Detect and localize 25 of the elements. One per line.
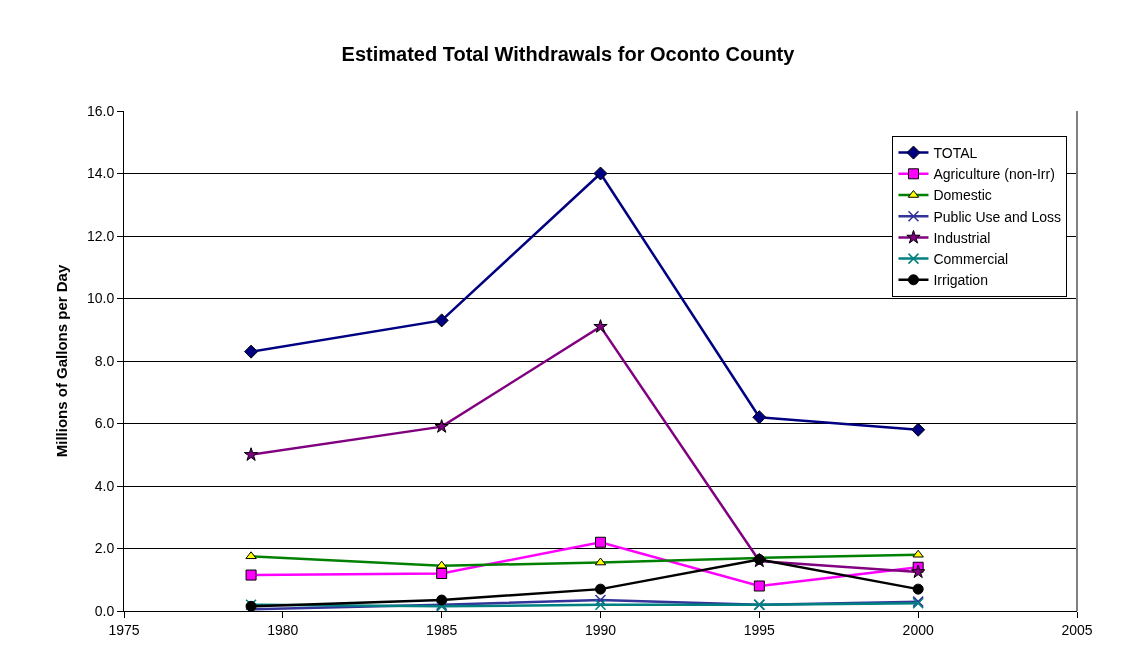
x-tick-label: 2005 [1061, 621, 1093, 638]
y-tick-label: 8.0 [94, 352, 115, 369]
legend-label: Agriculture (non-Irr) [933, 166, 1055, 183]
y-tick-label: 0.0 [94, 602, 115, 619]
x-tick-label: 1975 [108, 621, 140, 638]
x-tick-label: 1995 [743, 621, 776, 638]
y-tick-label: 2.0 [94, 540, 115, 557]
x-tick-label: 1990 [584, 621, 617, 638]
y-tick-label: 4.0 [94, 477, 115, 494]
legend-label: Irrigation [933, 272, 988, 289]
y-tick-label: 16.0 [86, 102, 115, 119]
chart-title: Estimated Total Withdrawals for Oconto County [341, 42, 796, 65]
legend-label: Industrial [933, 229, 991, 246]
x-tick-label: 2000 [902, 621, 934, 638]
x-tick-label: 1980 [267, 621, 299, 638]
y-tick-label: 10.0 [86, 290, 115, 307]
y-tick-label: 6.0 [94, 415, 115, 432]
y-tick-label: 12.0 [86, 227, 115, 244]
y-tick-label: 14.0 [86, 165, 115, 182]
legend-label: Domestic [933, 187, 992, 204]
legend-label: Commercial [933, 251, 1009, 268]
x-tick-label: 1985 [426, 621, 458, 638]
legend-label: TOTAL [933, 145, 978, 162]
y-axis-title: Millions of Gallons per Day [53, 264, 71, 458]
legend-label: Public Use and Loss [933, 208, 1062, 225]
